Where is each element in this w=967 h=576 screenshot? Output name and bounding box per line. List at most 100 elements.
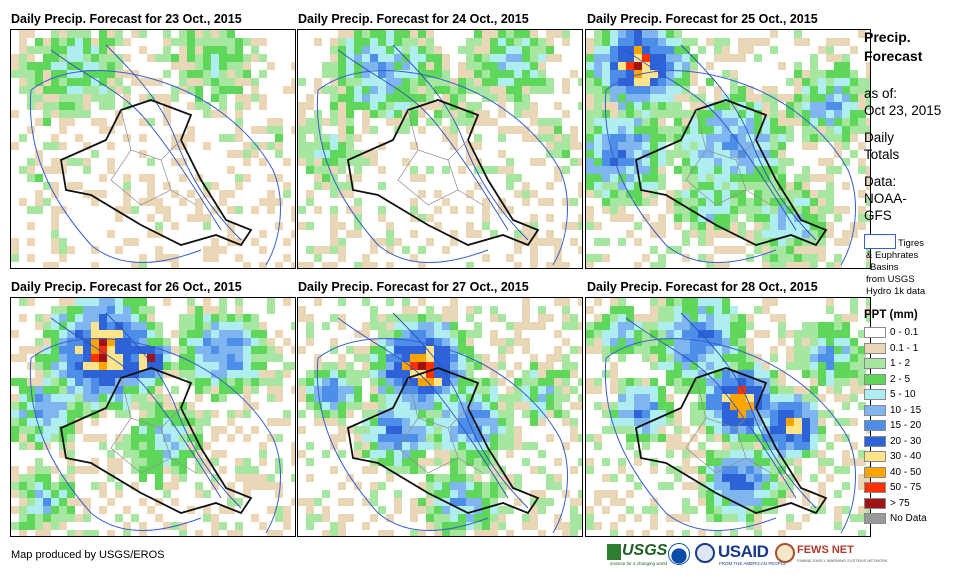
precip-cell <box>227 498 235 506</box>
precip-cell <box>482 490 490 498</box>
legend-label: 40 - 50 <box>890 466 922 478</box>
precip-cell <box>243 158 251 166</box>
precip-cell <box>498 354 506 362</box>
precip-cell <box>306 142 314 150</box>
precip-cell <box>666 410 674 418</box>
precip-cell <box>59 498 67 506</box>
legend-label: No Data <box>890 513 927 525</box>
precip-cell <box>195 370 203 378</box>
precip-cell <box>834 62 842 70</box>
precip-cell <box>211 434 219 442</box>
precip-cell <box>794 182 802 190</box>
precip-cell <box>690 102 698 110</box>
precip-cell <box>442 530 450 536</box>
precip-cell <box>35 78 43 86</box>
precip-cell <box>283 158 291 166</box>
precip-cell <box>506 338 514 346</box>
precip-cell <box>107 466 115 474</box>
precip-cell <box>522 182 530 190</box>
precip-cell <box>298 126 306 134</box>
precip-cell <box>714 118 722 126</box>
precip-cell <box>426 346 434 354</box>
legend-swatch <box>864 497 886 509</box>
precip-cell <box>722 410 730 418</box>
precip-cell <box>498 46 506 54</box>
precip-cell <box>306 386 314 394</box>
precip-cell <box>139 346 147 354</box>
precip-cell <box>474 498 482 506</box>
precip-cell <box>658 482 666 490</box>
precip-cell <box>738 314 746 322</box>
precip-cell <box>674 78 682 86</box>
map-credit: Map produced by USGS/EROS <box>11 549 165 561</box>
precip-cell <box>722 394 730 402</box>
precip-cell <box>586 322 594 330</box>
precip-cell <box>826 198 834 206</box>
precip-cell <box>586 94 594 102</box>
precip-cell <box>770 246 778 254</box>
precip-cell <box>370 238 378 246</box>
precip-cell <box>51 322 59 330</box>
precip-cell <box>43 522 51 530</box>
precip-cell <box>195 46 203 54</box>
basin-boundary <box>29 338 281 534</box>
fews-net-logo-text: FEWS NET <box>797 544 854 556</box>
precip-cell <box>642 426 650 434</box>
precip-cell <box>674 378 682 386</box>
precip-cell <box>530 158 538 166</box>
precip-cell <box>458 370 466 378</box>
precip-cell <box>338 78 346 86</box>
precip-cell <box>698 346 706 354</box>
precip-cell <box>786 346 794 354</box>
precip-cell <box>618 86 626 94</box>
precip-cell <box>410 118 418 126</box>
precip-cell <box>634 86 642 94</box>
precip-cell <box>410 394 418 402</box>
precip-cell <box>362 62 370 70</box>
precip-cell <box>211 426 219 434</box>
precip-cell <box>642 330 650 338</box>
precip-cell <box>730 306 738 314</box>
precip-cell <box>322 118 330 126</box>
precip-cell <box>762 306 770 314</box>
precip-cell <box>67 102 75 110</box>
precip-cell <box>219 70 227 78</box>
precip-cell <box>442 78 450 86</box>
precip-cell <box>554 102 562 110</box>
precip-cell <box>458 86 466 94</box>
precip-cell <box>770 126 778 134</box>
precip-cell <box>338 530 346 536</box>
precip-cell <box>698 166 706 174</box>
precip-cell <box>738 86 746 94</box>
precip-cell <box>514 394 522 402</box>
precip-cell <box>810 78 818 86</box>
precip-cell <box>850 102 858 110</box>
precip-cell <box>43 70 51 78</box>
precip-cell <box>346 54 354 62</box>
precip-cell <box>322 490 330 498</box>
precip-cell <box>394 434 402 442</box>
precip-cell <box>91 458 99 466</box>
precip-cell <box>227 322 235 330</box>
precip-cell <box>330 110 338 118</box>
precip-cell <box>51 102 59 110</box>
precip-cell <box>642 46 650 54</box>
precip-cell <box>450 298 458 306</box>
precip-cell <box>746 110 754 118</box>
daily-totals-line-1: Daily <box>864 130 895 145</box>
precip-cell <box>666 322 674 330</box>
precip-cell <box>690 354 698 362</box>
precip-cell <box>642 166 650 174</box>
precip-cell <box>243 322 251 330</box>
precip-cell <box>450 238 458 246</box>
precip-cell <box>626 174 634 182</box>
precip-cell <box>27 298 35 306</box>
precip-cell <box>778 466 786 474</box>
precip-cell <box>714 198 722 206</box>
precip-cell <box>522 514 530 522</box>
precip-cell <box>602 102 610 110</box>
precip-cell <box>306 102 314 110</box>
precip-cell <box>738 246 746 254</box>
precip-cell <box>410 78 418 86</box>
precip-cell <box>75 110 83 118</box>
